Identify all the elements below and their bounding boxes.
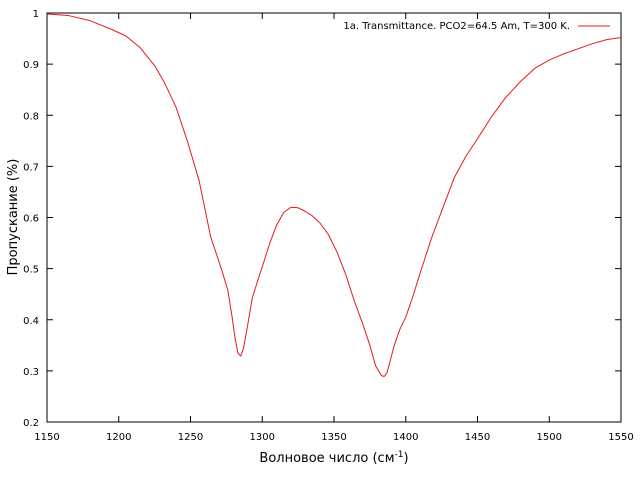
x-axis-ticks: 1150 1200 1250 1300 1350 1400 1450 1500 1550 — [34, 13, 634, 443]
legend: 1a. Transmittance. PCO2=64.5 Am, T=300 K… — [343, 21, 610, 32]
y-tick-label: 0.8 — [23, 111, 39, 122]
y-tick-label: 1 — [33, 9, 39, 20]
series-layer — [46, 13, 622, 377]
y-tick-label: 0.6 — [23, 214, 39, 225]
y-tick-label: 0.2 — [23, 418, 39, 429]
x-tick-label: 1150 — [34, 432, 59, 443]
plot-frame — [46, 12, 622, 423]
y-axis-title: Пропускание (%) — [6, 159, 21, 276]
x-tick-label: 1250 — [178, 432, 203, 443]
x-tick-label: 1450 — [465, 432, 490, 443]
x-tick-label: 1550 — [608, 432, 633, 443]
series-line — [46, 13, 622, 377]
y-tick-label: 0.5 — [23, 265, 39, 276]
x-tick-label: 1400 — [393, 432, 418, 443]
y-tick-label: 0.4 — [23, 316, 39, 327]
x-tick-label: 1500 — [537, 432, 562, 443]
legend-label: 1a. Transmittance. PCO2=64.5 Am, T=300 K… — [343, 21, 570, 32]
y-tick-label: 0.3 — [23, 367, 39, 378]
x-axis-title: Волновое число (см-1) — [259, 450, 408, 466]
x-axis-title-main: Волновое число (см — [259, 451, 394, 466]
y-tick-label: 0.7 — [23, 162, 39, 173]
y-axis-ticks: 0.2 0.3 0.4 0.5 0.6 0.7 0.8 0.9 1 — [23, 9, 621, 429]
y-tick-label: 0.9 — [23, 60, 39, 71]
x-tick-label: 1200 — [106, 432, 131, 443]
x-tick-label: 1300 — [250, 432, 275, 443]
x-axis-title-close: ) — [403, 451, 408, 466]
x-tick-label: 1350 — [321, 432, 346, 443]
x-axis-title-superscript: -1 — [395, 450, 404, 460]
